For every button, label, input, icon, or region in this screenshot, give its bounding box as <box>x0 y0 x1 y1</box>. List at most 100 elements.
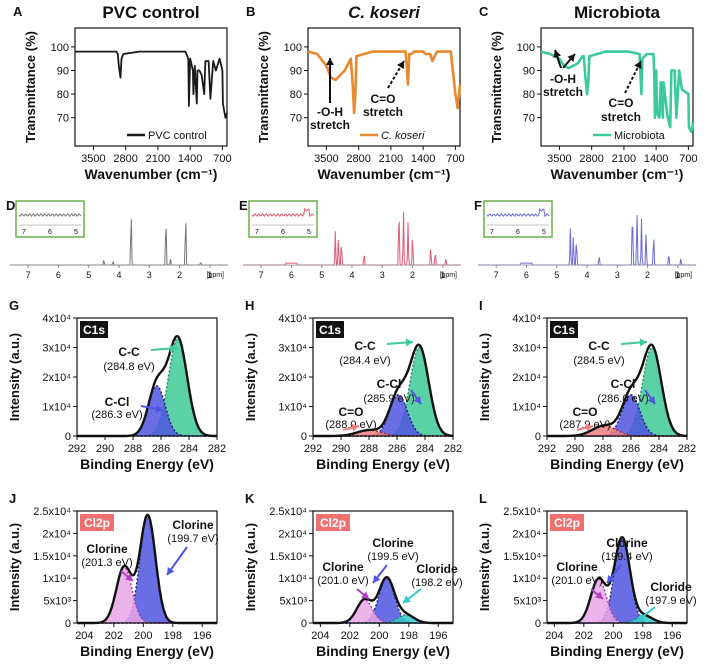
panel-letter: C <box>479 4 489 19</box>
x-tick-label: 198 <box>400 630 418 642</box>
annotation-oh-2: stretch <box>543 85 583 99</box>
plot-frame <box>76 510 218 624</box>
element-tag: Cl2p <box>84 516 110 530</box>
annotation-oh: -O-H <box>550 72 576 86</box>
y-tick-label: 1.5x10⁴ <box>269 551 307 563</box>
x-tick-label: 204 <box>75 630 93 642</box>
x-axis-label: Binding Energy (eV) <box>316 456 450 472</box>
x-tick-label: 286 <box>622 443 640 455</box>
xps-panel-J: J 0 5x10³ 1x10⁴ 1.5x10⁴ 2x10⁴ 2.5x10⁴ 204 202 200… <box>7 491 219 659</box>
peak-label-cc: C-C <box>354 339 376 353</box>
y-tick-label: 5x10³ <box>43 596 71 608</box>
x-tick-label: 2800 <box>113 153 137 165</box>
y-tick-label: 80 <box>523 89 535 101</box>
x-tick-label: 286 <box>152 443 170 455</box>
spectrum-line <box>75 50 228 119</box>
y-tick-label: 0 <box>301 431 307 443</box>
y-tick-label: 1x10⁴ <box>512 573 541 585</box>
y-tick-label: 2x10⁴ <box>42 372 71 384</box>
peak-label-cl-2: Clorine <box>556 560 598 574</box>
xps-panel-G: G 0 1x10⁴ 2x10⁴ 3x10⁴ 4x10⁴ 292 290 288 286 284 282… <box>7 298 226 472</box>
nmr-inset-spectrum <box>18 212 82 218</box>
y-tick-label: 1x10⁴ <box>512 402 541 414</box>
x-tick-label: 198 <box>634 630 652 642</box>
nmr-tick-label: 5 <box>554 270 559 280</box>
nmr-tick-label: 1 <box>207 270 212 280</box>
peak-label-chloride-value: (197.9 eV) <box>645 595 696 607</box>
y-axis-label: Intensity (a.u.) <box>7 333 22 421</box>
nmr-tick-label: 3 <box>147 270 152 280</box>
cl-main-arrow-head <box>373 575 381 583</box>
x-tick-label: 284 <box>650 443 668 455</box>
y-tick-label: 70 <box>523 113 535 125</box>
x-tick-label: 2800 <box>346 153 370 165</box>
y-tick-label: 1.5x10⁴ <box>33 551 71 563</box>
x-tick-label: 202 <box>575 630 593 642</box>
y-tick-label: 0 <box>301 618 307 630</box>
nmr-inset-tick: 6 <box>48 229 52 236</box>
element-tag-bg <box>550 514 584 531</box>
nmr-tick-label: 1 <box>440 270 445 280</box>
x-tick-label: 200 <box>370 630 388 642</box>
x-tick-label: 288 <box>360 443 378 455</box>
peak-label-cl-2: Clorine <box>322 560 364 574</box>
annotation-co: C=O <box>608 96 633 110</box>
panel-letter: K <box>245 491 255 506</box>
peak-label-cl-main-value: (199.7 eV) <box>167 533 218 545</box>
peak-label-ccl: C-Cl <box>611 377 636 391</box>
oh-arrow-head <box>326 58 334 65</box>
y-tick-label: 4x10⁴ <box>42 313 71 325</box>
nmr-inset-tick: 7 <box>255 229 259 236</box>
xps-panel-L: L 0 5x10³ 1x10⁴ 1.5x10⁴ 2x10⁴ 2.5x10⁴ 204 202 200… <box>477 491 697 659</box>
y-tick-label: 0 <box>535 431 541 443</box>
peak-label-cl-2-value: (201.0 eV) <box>317 575 368 587</box>
xps-panel-K: K 0 5x10³ 1x10⁴ 1.5x10⁴ 2x10⁴ 2.5x10⁴ 204 202 200… <box>243 491 463 659</box>
x-tick-label: 292 <box>538 443 556 455</box>
x-tick-label: 202 <box>341 630 359 642</box>
peak-label-chloride: Cloride <box>650 580 692 594</box>
cl-2-arrow-head <box>125 573 133 581</box>
oh-arrow-head <box>553 50 562 58</box>
x-axis-label: Binding Energy (eV) <box>80 643 214 659</box>
element-tag: Cl2p <box>320 516 346 530</box>
panel-letter: A <box>13 4 23 19</box>
x-tick-label: 1400 <box>178 153 202 165</box>
nmr-inset-tick: 5 <box>74 229 78 236</box>
peak-label-cl-main-value: (199.4 eV) <box>601 551 652 563</box>
panel-letter: E <box>239 198 248 213</box>
y-axis-label: Transmittance (%) <box>23 31 38 143</box>
nmr-inset-spectrum <box>486 207 550 218</box>
element-tag-bg <box>550 321 578 338</box>
y-tick-label: 90 <box>57 65 69 77</box>
nmr-tick-label: 2 <box>410 270 415 280</box>
nmr-inset-spectrum <box>251 207 315 218</box>
panel-letter: H <box>245 298 254 313</box>
y-tick-label: 3x10⁴ <box>42 343 71 355</box>
panel-letter: F <box>474 198 482 213</box>
x-tick-label: 700 <box>679 153 697 165</box>
y-axis-label: Transmittance (%) <box>489 31 504 143</box>
peak-label-ccl: C-Cl <box>377 377 402 391</box>
x-axis-label: Binding Energy (eV) <box>550 456 684 472</box>
co-arrow <box>624 60 642 94</box>
peak-label-cl-main-value: (199.5 eV) <box>367 551 418 563</box>
ccl-arrow-head <box>647 395 655 404</box>
cc-arrow-head <box>169 344 177 353</box>
nmr-panel-E: E 7 6 5 4 3 2 1[ppm] 7 6 5 <box>239 198 461 280</box>
x-tick-label: 282 <box>444 443 462 455</box>
nmr-tick-label: 6 <box>524 270 529 280</box>
legend-label: C. koseri <box>381 130 425 142</box>
peak-label-co: C=O <box>572 405 597 419</box>
plot-frame <box>540 27 694 147</box>
y-axis-label: Intensity (a.u.) <box>243 333 258 421</box>
peak-label-cl-2-value: (201.3 eV) <box>81 557 132 569</box>
nmr-tick-label: 5 <box>86 270 91 280</box>
plot-frame <box>312 510 454 624</box>
cl-2-arrow-head <box>361 591 369 599</box>
x-tick-label: 2100 <box>612 153 636 165</box>
plot-frame <box>74 27 228 147</box>
xps-panel-I: I 0 1x10⁴ 2x10⁴ 3x10⁴ 4x10⁴ 292 290 288 286 284 282… <box>477 298 696 472</box>
x-tick-label: 204 <box>545 630 563 642</box>
annotation-co: C=O <box>370 92 395 106</box>
y-tick-label: 3x10⁴ <box>278 343 307 355</box>
